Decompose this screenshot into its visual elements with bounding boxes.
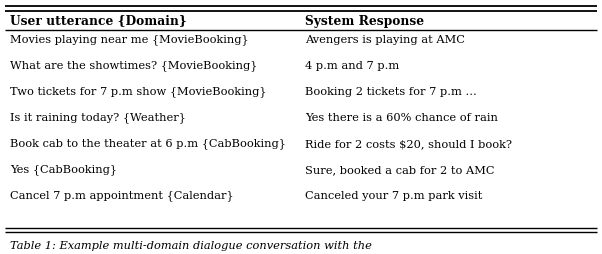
Text: Yes {CabBooking}: Yes {CabBooking} xyxy=(10,165,117,176)
Text: Table 1: Example multi-domain dialogue conversation with the: Table 1: Example multi-domain dialogue c… xyxy=(10,241,372,251)
Text: Yes there is a 60% chance of rain: Yes there is a 60% chance of rain xyxy=(305,113,498,123)
Text: What are the showtimes? {MovieBooking}: What are the showtimes? {MovieBooking} xyxy=(10,61,258,71)
Text: Booking 2 tickets for 7 p.m ...: Booking 2 tickets for 7 p.m ... xyxy=(305,87,477,97)
Text: 4 p.m and 7 p.m: 4 p.m and 7 p.m xyxy=(305,61,399,71)
Text: Is it raining today? {Weather}: Is it raining today? {Weather} xyxy=(10,113,186,123)
Text: System Response: System Response xyxy=(305,14,424,27)
Text: Two tickets for 7 p.m show {MovieBooking}: Two tickets for 7 p.m show {MovieBooking… xyxy=(10,87,267,97)
Text: Cancel 7 p.m appointment {Calendar}: Cancel 7 p.m appointment {Calendar} xyxy=(10,190,234,201)
Text: Movies playing near me {MovieBooking}: Movies playing near me {MovieBooking} xyxy=(10,35,249,45)
Text: Sure, booked a cab for 2 to AMC: Sure, booked a cab for 2 to AMC xyxy=(305,165,494,175)
Text: Ride for 2 costs $20, should I book?: Ride for 2 costs $20, should I book? xyxy=(305,139,512,149)
Text: Canceled your 7 p.m park visit: Canceled your 7 p.m park visit xyxy=(305,191,482,201)
Text: Book cab to the theater at 6 p.m {CabBooking}: Book cab to the theater at 6 p.m {CabBoo… xyxy=(10,139,286,149)
Text: Avengers is playing at AMC: Avengers is playing at AMC xyxy=(305,35,465,45)
Text: User utterance {Domain}: User utterance {Domain} xyxy=(10,14,187,27)
